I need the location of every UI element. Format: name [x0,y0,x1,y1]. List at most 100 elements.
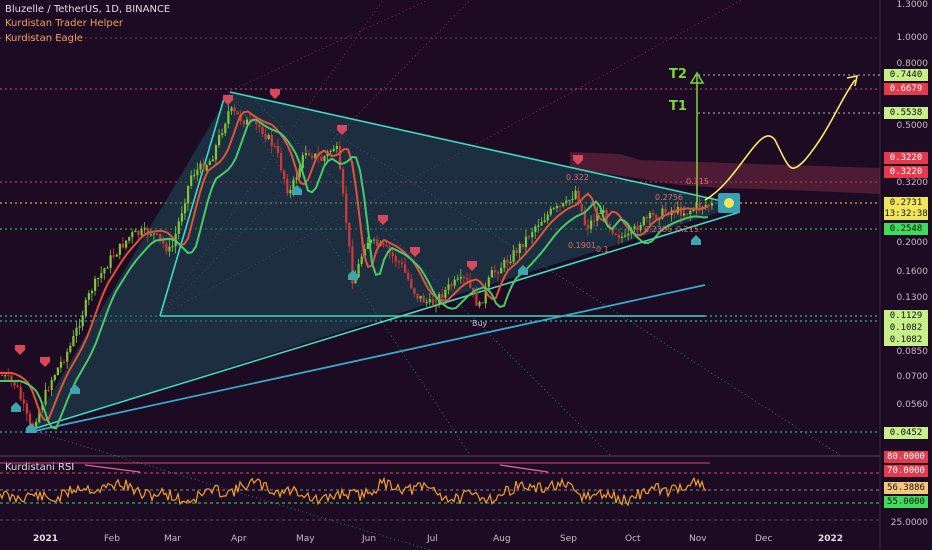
candle-body [565,200,568,204]
candle-body [224,123,227,134]
candle-body [103,268,106,274]
candle-body [686,213,689,215]
candle-body [97,278,100,280]
sell-signal-icon [378,215,388,225]
candle-body [131,232,134,238]
sell-signal-icon [573,155,583,165]
candle-body [540,222,543,226]
candle-body [537,225,540,227]
candle-body [512,250,515,262]
candle-body [72,336,75,346]
price-badge: 0.2548 [884,223,928,235]
candle-body [69,345,72,352]
candle-body [624,235,627,237]
candle-body [134,230,137,233]
candle-body [543,220,546,223]
candle-body [559,205,562,207]
candle-body [354,277,357,284]
candle-body [28,413,32,424]
candle-body [261,127,264,134]
sell-signal-icon [337,125,347,135]
candle-body [187,185,190,204]
candle-body [286,178,289,194]
candle-body [369,239,373,243]
candle-body [202,163,205,171]
candle-body [112,255,115,257]
candle-body [156,233,159,235]
candle-body [22,399,25,404]
label-215: 0.215 [676,225,699,234]
candle-body [679,206,683,216]
candle-body [146,228,149,235]
time-axis-label: Oct [625,534,641,544]
price-tick: 1.3000 [896,0,929,10]
candle-body [183,203,187,214]
time-axis-label: Jul [427,534,438,544]
candle-body [320,156,323,161]
candle-body [617,235,621,238]
indicator-trader-helper[interactable]: Kurdistan Trader Helper [5,18,123,29]
sell-signal-icon [15,345,25,355]
sell-signal-icon [223,95,233,105]
price-badge: 0.5538 [884,107,928,119]
candle-body [255,120,258,125]
candle-body [25,403,28,414]
candle-body [645,216,648,219]
candle-body [53,375,56,380]
price-badge: 0.1129 [884,310,928,322]
candle-body [264,133,267,140]
candle-body [4,375,7,377]
candle-body [524,236,528,248]
label-01: 0.1 [596,245,609,254]
candle-body [614,233,617,236]
candle-body [453,279,456,286]
candle-body [410,279,413,289]
candle-body [611,227,614,234]
candle-body [689,210,692,215]
candle-body [416,293,419,299]
candle-body [118,243,121,255]
candle-body [475,291,478,306]
indicator-eagle[interactable]: Kurdistan Eagle [5,33,83,44]
candle-body [1,375,4,376]
candle-body [571,198,574,201]
time-axis-label: Dec [755,534,773,544]
candle-body [481,302,484,304]
rsi-title[interactable]: Kurdistani RSI [5,462,75,473]
candle-body [652,212,655,215]
candle-body [245,119,249,125]
candle-body [518,243,521,253]
candle-body [140,229,143,236]
candle-body [478,302,481,306]
candle-body [199,163,202,170]
time-axis-label: Feb [104,534,120,544]
rsi-pane[interactable] [0,457,880,527]
price-tick: 0.0850 [896,347,929,357]
candle-body [466,278,469,280]
candle-body [661,208,664,219]
candle-body [444,289,447,298]
rsi-badge: 56.3886 [884,482,928,494]
candle-body [636,226,639,231]
candle-body [81,315,84,327]
candle-body [521,243,524,248]
price-tick: 1.0000 [896,33,929,43]
candle-body [555,205,559,209]
projection-arrow [846,74,859,87]
candle-body [391,252,394,257]
candle-body [348,222,351,247]
candle-body [19,386,22,400]
candle-body [335,146,338,149]
candle-body [531,232,534,237]
price-badge: 0.1082 [884,334,928,346]
candle-body [552,208,555,210]
candle-body [10,375,13,381]
rsi-line [0,476,707,507]
candle-body [472,287,475,292]
candle-body [590,220,593,229]
candle-body [704,205,707,207]
candle-body [528,236,531,238]
candle-body [608,224,611,228]
candle-body [190,175,193,186]
